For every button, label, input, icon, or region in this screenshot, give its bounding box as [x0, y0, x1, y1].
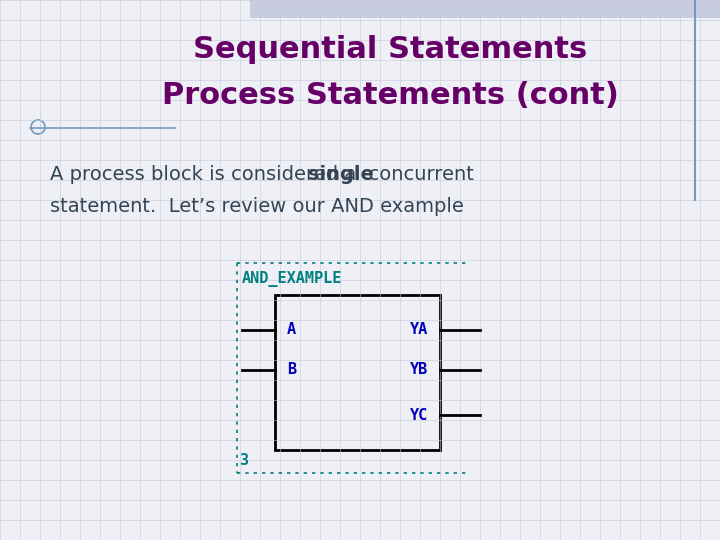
Text: A process block is considered a: A process block is considered a	[50, 165, 362, 185]
Text: 3: 3	[239, 453, 248, 468]
Text: A: A	[287, 322, 296, 338]
Text: YC: YC	[410, 408, 428, 422]
Text: YB: YB	[410, 362, 428, 377]
Text: concurrent: concurrent	[356, 165, 474, 185]
Text: B: B	[287, 362, 296, 377]
Text: YA: YA	[410, 322, 428, 338]
Bar	[250, 0, 720, 18]
Text: AND_EXAMPLE: AND_EXAMPLE	[242, 271, 343, 287]
Text: statement.  Let’s review our AND example: statement. Let’s review our AND example	[50, 198, 464, 217]
Text: Process Statements (cont): Process Statements (cont)	[161, 80, 618, 110]
Bar	[275, 295, 440, 450]
Text: Sequential Statements: Sequential Statements	[193, 36, 587, 64]
Text: single: single	[308, 165, 374, 185]
